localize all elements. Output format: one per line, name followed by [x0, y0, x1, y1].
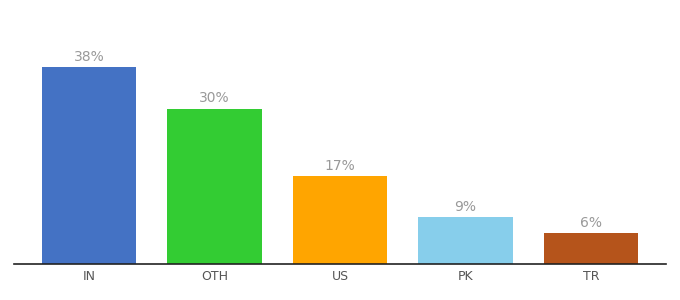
Bar: [167, 109, 262, 264]
Text: 9%: 9%: [454, 200, 477, 214]
Bar: [42, 67, 136, 264]
Bar: [293, 176, 387, 264]
Bar: [418, 218, 513, 264]
Text: 38%: 38%: [73, 50, 104, 64]
Text: 6%: 6%: [580, 216, 602, 230]
Text: 30%: 30%: [199, 92, 230, 105]
Text: 17%: 17%: [324, 159, 356, 173]
Bar: [544, 233, 638, 264]
